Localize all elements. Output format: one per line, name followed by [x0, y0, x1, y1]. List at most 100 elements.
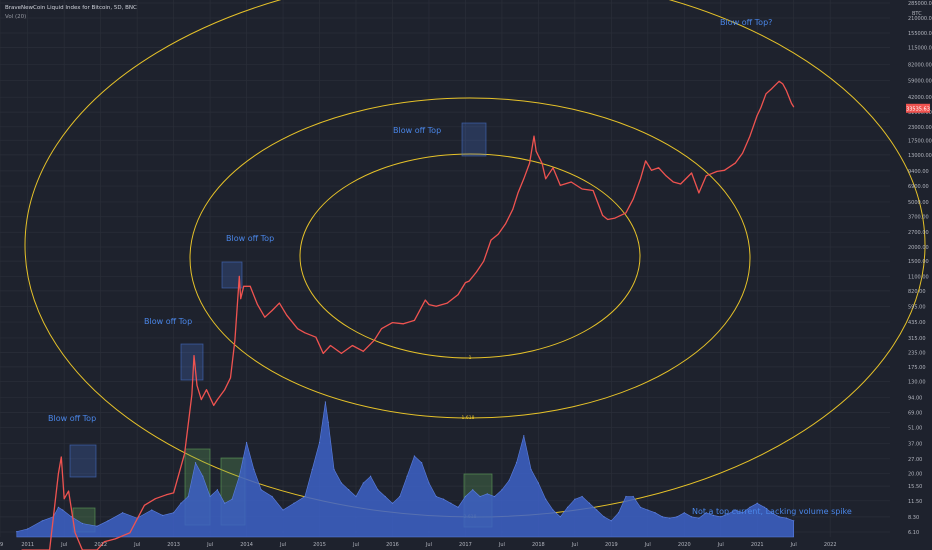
price-point [541, 162, 543, 164]
x-tick-label: Jul [790, 542, 797, 548]
price-point [749, 135, 751, 137]
price-point [742, 152, 744, 154]
volume-point [763, 506, 766, 508]
price-point [230, 377, 232, 379]
volume-point [271, 495, 273, 498]
blow-off-top-box [180, 343, 204, 381]
y-tick-label: 130.00 [908, 379, 926, 385]
volume-point [618, 512, 620, 514]
price-point [658, 167, 660, 169]
volume-point [62, 509, 64, 511]
y-tick-label: 59000.00 [908, 78, 932, 84]
fib-ellipse [189, 97, 751, 419]
y-tick-label: 315.00 [908, 336, 926, 342]
volume-point [194, 462, 197, 464]
volume-point [428, 482, 430, 484]
price-point [533, 135, 535, 137]
y-tick-label: 15.50 [908, 484, 922, 490]
volume-point [16, 531, 18, 533]
price-point [271, 310, 273, 312]
volume-point [173, 512, 175, 514]
price-point [705, 175, 707, 177]
volume-point [574, 498, 576, 500]
volume-point [355, 495, 357, 498]
price-point [184, 453, 186, 455]
volume-point [632, 495, 634, 498]
volume-point [162, 514, 164, 517]
fib-level-label: 1 [469, 355, 472, 361]
price-point [614, 217, 616, 219]
price-point [698, 192, 700, 194]
volume-point [450, 502, 452, 504]
price-point [734, 162, 736, 164]
volume-point [369, 475, 372, 477]
volume-point [231, 498, 233, 500]
volume-point [705, 512, 707, 514]
price-point [243, 285, 245, 287]
volume-point [245, 441, 248, 444]
price-point [691, 172, 693, 174]
volume-point [96, 525, 98, 527]
price-point [517, 192, 519, 194]
y-tick-label: 3700.00 [908, 215, 929, 221]
price-point [373, 339, 375, 341]
y-tick-label: 27.00 [908, 457, 922, 463]
volume-point [727, 513, 729, 515]
price-point [640, 178, 642, 180]
price-point [224, 389, 226, 391]
annotation-text: Blow off Top [48, 414, 96, 423]
fib-ellipses: 11.6182.618 [24, 0, 926, 520]
volume-point [537, 482, 539, 484]
price-point [249, 285, 251, 287]
volume-point [720, 516, 722, 518]
price-point [381, 328, 383, 330]
x-tick-label: 19 [0, 542, 3, 548]
volume-point [442, 498, 445, 500]
price-point [196, 384, 198, 386]
x-tick-label: Jul [717, 542, 724, 548]
volume-point [391, 502, 394, 504]
price-point [793, 106, 795, 108]
volume-point [151, 509, 153, 511]
price-point [545, 178, 547, 180]
price-point [512, 208, 514, 210]
price-point [213, 404, 215, 406]
volume-point [472, 489, 474, 491]
volume-point [749, 506, 751, 508]
price-point [351, 345, 353, 347]
price-point [552, 167, 554, 169]
volume-point [530, 468, 532, 471]
price-point [216, 399, 218, 401]
volume-point [566, 506, 569, 508]
price-point [60, 456, 62, 458]
x-tick-label: Jul [206, 542, 213, 548]
y-tick-label: 17500.00 [908, 138, 932, 144]
annotation-text: Blow off Top? [720, 18, 772, 27]
price-point [200, 399, 202, 401]
volume-point [625, 495, 627, 498]
price-point [535, 150, 537, 152]
annotation-text: Blow off Top [144, 317, 192, 326]
price-point [173, 492, 175, 494]
volume-point [253, 468, 255, 471]
price-point [464, 282, 466, 284]
annotation-text: Blow off Top [226, 234, 274, 243]
y-tick-label: 82000.00 [908, 62, 932, 68]
price-point [778, 80, 780, 82]
volume-point [362, 482, 364, 484]
price-point [723, 169, 725, 171]
volume-point [413, 455, 415, 457]
price-point [340, 352, 342, 354]
x-tick-label: 2016 [386, 542, 399, 548]
volume-point [515, 462, 518, 464]
price-point [413, 319, 415, 321]
fib-level-label: 1.618 [462, 415, 475, 421]
price-point [362, 350, 364, 352]
x-tick-label: Jul [571, 542, 578, 548]
price-point [625, 212, 627, 214]
volume-point [238, 475, 240, 477]
y-unit-label: BTC [912, 11, 922, 17]
x-tick-label: 2012 [94, 542, 107, 548]
y-tick-label: 5000.00 [908, 200, 929, 206]
